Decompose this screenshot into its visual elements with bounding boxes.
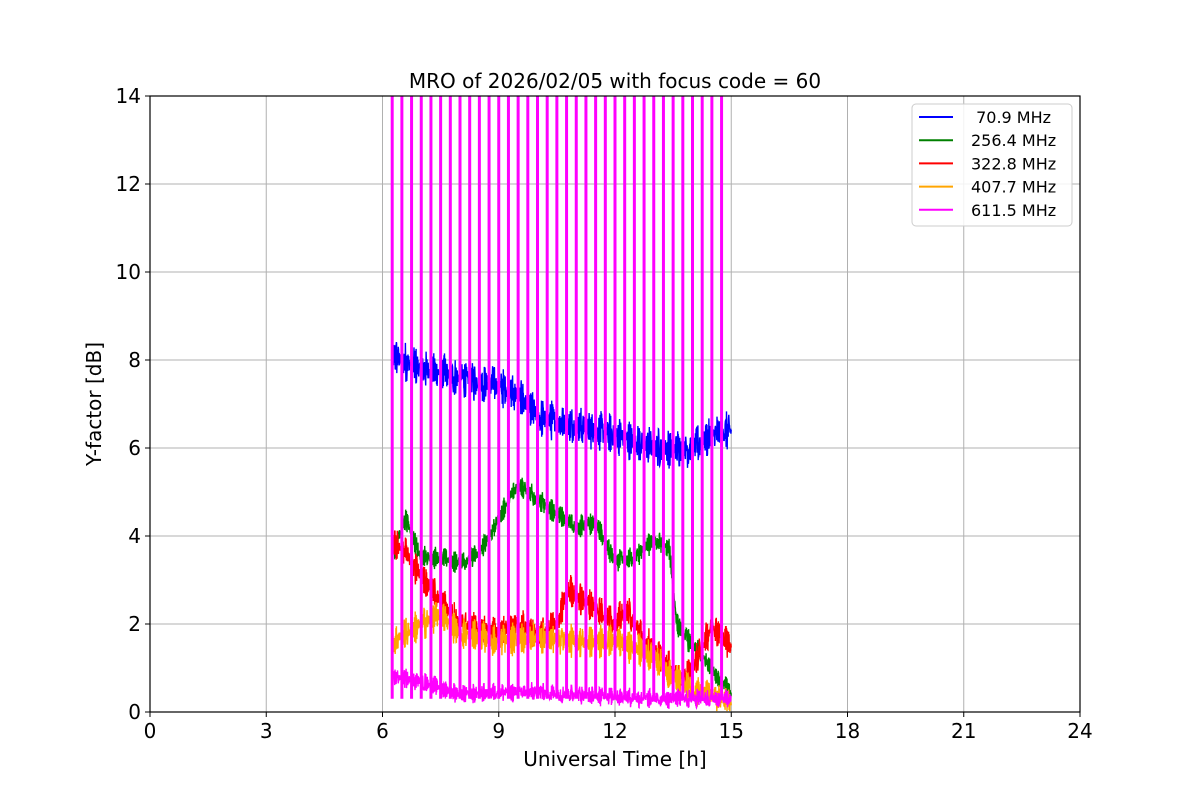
x-tick-label: 24 [1067,719,1092,743]
x-tick-label: 21 [951,719,976,743]
y-tick-label: 0 [128,700,141,724]
y-tick-label: 12 [116,172,141,196]
legend-label: 322.8 MHz [971,154,1056,173]
x-axis-label: Universal Time [h] [523,747,706,771]
y-tick-label: 10 [116,260,141,284]
legend: 70.9 MHz 256.4 MHz 322.8 MHz 407.7 MHz 611.5… [911,103,1073,227]
y-tick-label: 8 [128,348,141,372]
legend-label: 256.4 MHz [971,131,1056,150]
x-tick-label: 9 [492,719,505,743]
series-line-4 [391,668,732,710]
y-axis-label: Y-factor [dB] [82,342,106,467]
y-tick-label: 4 [128,524,141,548]
x-tick-label: 6 [376,719,389,743]
legend-box [911,103,1073,227]
series-line-0 [391,342,732,469]
series-line-3 [391,602,732,712]
x-tick-label: 15 [719,719,744,743]
series-line-1 [391,477,732,698]
series-layer [390,96,732,712]
x-tick-label: 12 [602,719,627,743]
legend-label: 611.5 MHz [971,201,1056,220]
legend-label: 70.9 MHz [971,108,1051,127]
x-tick-label: 0 [144,719,157,743]
y-tick-label: 2 [128,612,141,636]
x-tick-label: 3 [260,719,273,743]
legend-label: 407.7 MHz [971,178,1056,197]
y-tick-label: 14 [116,84,141,108]
x-tick-label: 18 [835,719,860,743]
y-tick-label: 6 [128,436,141,460]
chart-title: MRO of 2026/02/05 with focus code = 60 [409,69,821,93]
